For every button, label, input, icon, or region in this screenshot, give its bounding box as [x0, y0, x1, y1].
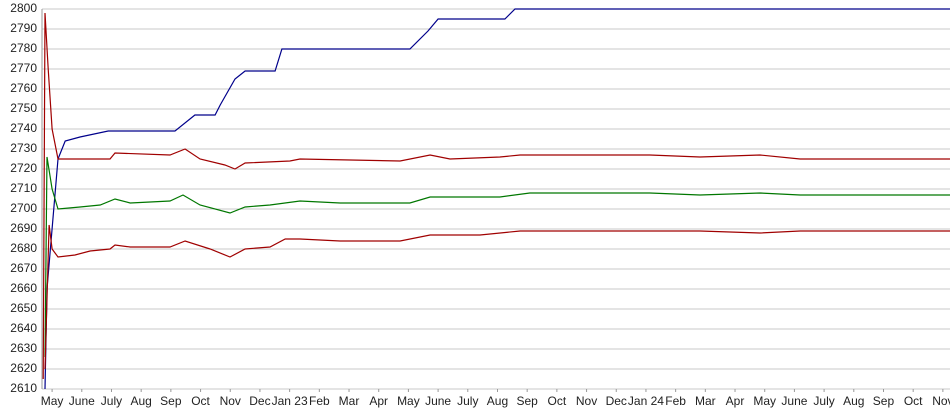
x-tick-label: Nov: [932, 394, 950, 408]
x-tick-label: Nov: [576, 394, 597, 408]
y-tick-label: 2620: [10, 361, 37, 375]
x-tick-label: Aug: [487, 394, 508, 408]
series-line: [44, 8, 950, 390]
series-line: [42, 12, 950, 380]
x-tick-label: Sep: [516, 394, 538, 408]
x-tick-label: May: [397, 394, 420, 408]
x-tick-label: Aug: [843, 394, 864, 408]
series-line: [44, 224, 950, 370]
x-tick-label: Oct: [548, 394, 567, 408]
x-tick-label: Apr: [369, 394, 388, 408]
y-tick-label: 2780: [10, 41, 37, 55]
y-tick-label: 2700: [10, 201, 37, 215]
x-tick-label: July: [457, 394, 478, 408]
x-tick-label: June: [69, 394, 95, 408]
x-tick-label: Mar: [695, 394, 716, 408]
x-tick-label: June: [425, 394, 451, 408]
x-tick-label: Feb: [665, 394, 686, 408]
x-tick-label: Sep: [873, 394, 895, 408]
x-tick-label: Dec: [249, 394, 270, 408]
x-tick-label: Dec: [606, 394, 627, 408]
x-tick-label: Apr: [726, 394, 745, 408]
y-tick-label: 2610: [10, 381, 37, 395]
x-tick-label: Oct: [191, 394, 210, 408]
x-tick-label: Oct: [904, 394, 923, 408]
y-tick-label: 2710: [10, 181, 37, 195]
y-tick-label: 2630: [10, 341, 37, 355]
x-tick-label: Aug: [130, 394, 151, 408]
x-tick-label: July: [101, 394, 122, 408]
x-tick-label: Mar: [339, 394, 360, 408]
series-line: [44, 156, 950, 358]
y-tick-label: 2650: [10, 301, 37, 315]
y-tick-label: 2670: [10, 261, 37, 275]
y-tick-label: 2660: [10, 281, 37, 295]
x-tick-label: June: [781, 394, 807, 408]
x-tick-label: Nov: [220, 394, 241, 408]
y-tick-label: 2680: [10, 241, 37, 255]
x-tick-label: May: [753, 394, 776, 408]
y-tick-label: 2640: [10, 321, 37, 335]
x-tick-label: Feb: [309, 394, 330, 408]
y-tick-label: 2800: [10, 1, 37, 15]
x-tick-label: July: [813, 394, 834, 408]
y-tick-label: 2740: [10, 121, 37, 135]
y-tick-label: 2690: [10, 221, 37, 235]
y-tick-label: 2720: [10, 161, 37, 175]
y-tick-label: 2770: [10, 61, 37, 75]
x-tick-label: Jan 23: [272, 394, 308, 408]
x-tick-label: May: [41, 394, 64, 408]
x-tick-label: Jan 24: [628, 394, 664, 408]
y-tick-label: 2760: [10, 81, 37, 95]
y-tick-label: 2790: [10, 21, 37, 35]
x-tick-label: Sep: [160, 394, 182, 408]
y-tick-label: 2730: [10, 141, 37, 155]
y-tick-label: 2750: [10, 101, 37, 115]
